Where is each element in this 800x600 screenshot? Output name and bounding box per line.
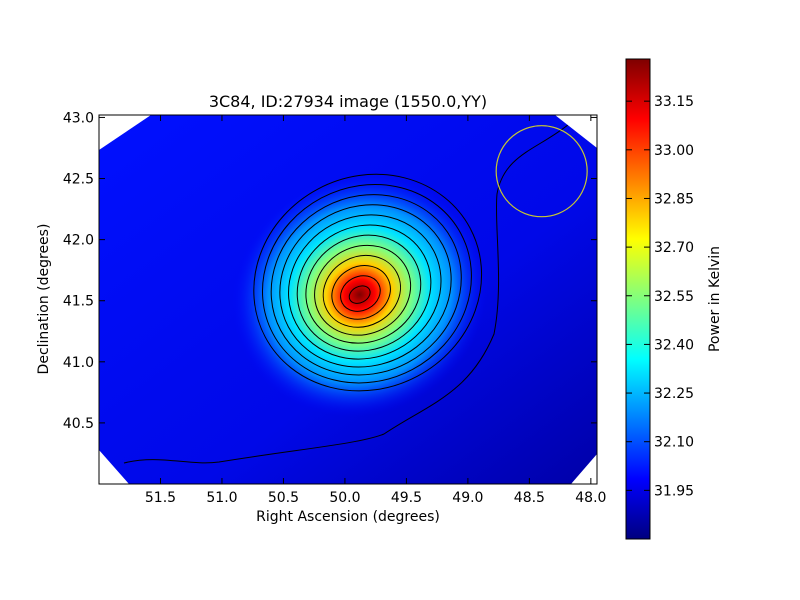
y-tick-label: 41.5 (63, 294, 94, 310)
contour-line (322, 254, 401, 328)
x-tick-label: 48.5 (514, 490, 545, 506)
y-tick-label: 42.5 (63, 172, 94, 188)
y-axis-ticks: 40.5 41.0 41.5 42.0 42.5 43.0 (63, 110, 597, 432)
contour-line (279, 204, 452, 368)
y-tick-label: 40.5 (63, 416, 94, 432)
colorbar-tick-label: 32.10 (654, 435, 694, 451)
contour-line (331, 265, 391, 320)
contour-line (348, 285, 371, 304)
corner-blank-bottom-left (99, 450, 129, 484)
y-tick-label: 42.0 (63, 233, 94, 249)
x-tick-label: 50.5 (268, 490, 299, 506)
colorbar-ticks: 31.95 32.10 32.25 32.40 32.55 32.70 32.85 33.00… (626, 94, 694, 499)
contour-line (253, 173, 483, 392)
colorbar-tick-label: 32.40 (654, 337, 694, 353)
y-axis-label: Declination (degrees) (36, 224, 52, 375)
corner-blank-top-right (555, 115, 597, 148)
y-tick-label: 41.0 (63, 355, 94, 371)
colorbar-scale (625, 58, 651, 540)
y-tick-label: 43.0 (63, 110, 94, 126)
x-tick-label: 48.0 (575, 490, 606, 506)
plot-frame (98, 114, 598, 485)
colorbar-tick-label: 32.55 (654, 289, 694, 305)
colorbar-tick-label: 32.25 (654, 386, 694, 402)
x-tick-label: 49.0 (452, 490, 483, 506)
contour-line (261, 183, 472, 384)
colorbar: 31.95 32.10 32.25 32.40 32.55 32.70 32.85 33.00… (625, 58, 694, 540)
contour-line (314, 244, 412, 336)
plot-area: 51.5 51.0 50.5 50.0 49.5 49.0 48.5 48.0 40.5 41.… (63, 110, 607, 506)
colorbar-tick-label: 31.95 (654, 483, 694, 499)
chart-title: 3C84, ID:27934 image (1550.0,YY) (209, 92, 487, 111)
beam-circle (495, 125, 588, 218)
source-emission (231, 172, 488, 417)
x-tick-label: 50.0 (329, 490, 360, 506)
contour-line (305, 234, 422, 344)
outer-contour (123, 123, 570, 464)
x-axis-label: Right Ascension (degrees) (256, 509, 440, 525)
corner-blank-top-left (99, 115, 151, 150)
contour-line (296, 224, 432, 352)
corner-blank-bottom-right (571, 454, 597, 484)
x-tick-label: 51.0 (206, 490, 237, 506)
colorbar-tick-label: 33.00 (654, 143, 694, 159)
contour-lines (253, 173, 483, 392)
colorbar-tick-label: 32.85 (654, 191, 694, 207)
contour-line (288, 214, 442, 360)
colorbar-tick-label: 32.70 (654, 240, 694, 256)
x-tick-label: 51.5 (145, 490, 176, 506)
colorbar-label: Power in Kelvin (707, 246, 723, 352)
contour-line (270, 194, 462, 376)
contour-line (340, 275, 381, 312)
colorbar-tick-label: 33.15 (654, 94, 694, 110)
x-tick-label: 49.5 (391, 490, 422, 506)
x-axis-ticks: 51.5 51.0 50.5 50.0 49.5 49.0 48.5 48.0 (145, 115, 606, 506)
